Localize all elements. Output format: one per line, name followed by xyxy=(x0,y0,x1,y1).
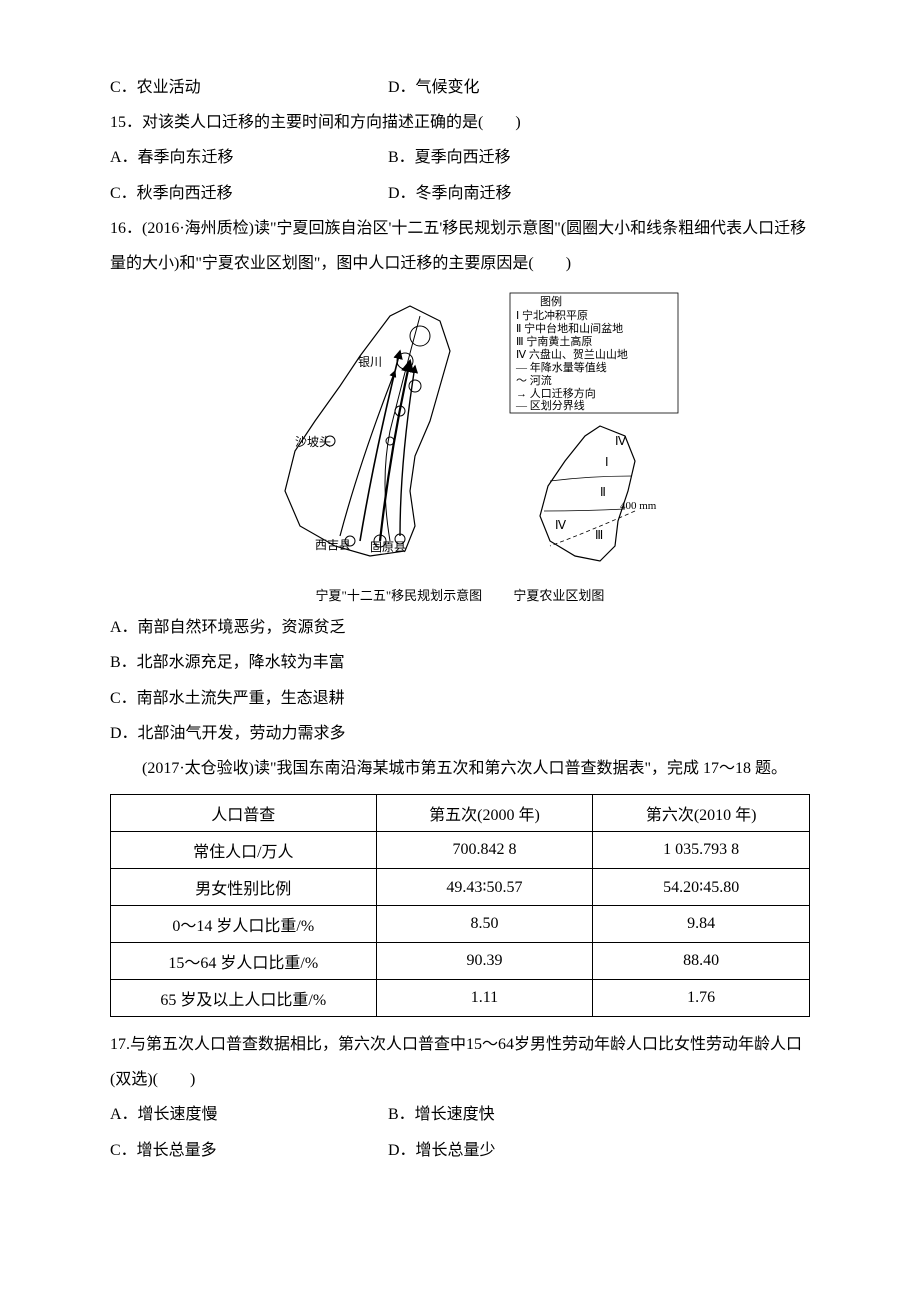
label-yinchuan: 银川 xyxy=(358,355,382,369)
right-map: 400 mm Ⅳ Ⅰ Ⅱ Ⅳ Ⅲ xyxy=(540,426,657,561)
cell: 49.43∶50.57 xyxy=(376,869,593,906)
q15-opt-a: A．春季向东迁移 xyxy=(110,140,388,175)
legend-item-2: Ⅲ 宁南黄土高原 xyxy=(516,334,592,348)
th-1: 第五次(2000 年) xyxy=(376,795,593,832)
page-content: C．农业活动 D．气候变化 15．对该类人口迁移的主要时间和方向描述正确的是( … xyxy=(0,0,920,1228)
legend-item-1: Ⅱ 宁中台地和山间盆地 xyxy=(516,321,623,335)
q15-opt-c: C．秋季向西迁移 xyxy=(110,176,388,211)
q16-opt-b: B．北部水源充足，降水较为丰富 xyxy=(110,645,810,680)
q14-opt-d: D．气候变化 xyxy=(388,70,810,105)
label-r5: Ⅲ xyxy=(595,528,603,542)
table-row: 65 岁及以上人口比重/% 1.11 1.76 xyxy=(111,980,810,1017)
q17-opt-c: C．增长总量多 xyxy=(110,1133,388,1168)
q17-opt-d: D．增长总量少 xyxy=(388,1133,810,1168)
q17-opt-b: B．增长速度快 xyxy=(388,1097,810,1132)
q16-opt-d: D．北部油气开发，劳动力需求多 xyxy=(110,716,810,751)
cell: 9.84 xyxy=(593,906,810,943)
q15-stem: 15．对该类人口迁移的主要时间和方向描述正确的是( ) xyxy=(110,105,810,140)
q16-opt-a: A．南部自然环境恶劣，资源贫乏 xyxy=(110,610,810,645)
q16-figure: 图例 Ⅰ 宁北冲积平原 Ⅱ 宁中台地和山间盆地 Ⅲ 宁南黄土高原 Ⅳ 六盘山、贺… xyxy=(110,291,810,604)
cell: 15～64 岁人口比重/% xyxy=(111,943,377,980)
cell: 1.11 xyxy=(376,980,593,1017)
legend-item-5: ～ 河流 xyxy=(516,373,552,387)
q17-stem: 17.与第五次人口普查数据相比，第六次人口普查中15～64岁男性劳动年龄人口比女… xyxy=(110,1027,810,1097)
left-map: 银川 沙坡头 西吉县 固原县 xyxy=(285,306,450,556)
cell: 男女性别比例 xyxy=(111,869,377,906)
q15-opt-b: B．夏季向西迁移 xyxy=(388,140,810,175)
cell: 8.50 xyxy=(376,906,593,943)
table-row: 0～14 岁人口比重/% 8.50 9.84 xyxy=(111,906,810,943)
table-header-row: 人口普查 第五次(2000 年) 第六次(2010 年) xyxy=(111,795,810,832)
legend-item-3: Ⅳ 六盘山、贺兰山山地 xyxy=(516,347,628,361)
table-row: 男女性别比例 49.43∶50.57 54.20∶45.80 xyxy=(111,869,810,906)
census-table: 人口普查 第五次(2000 年) 第六次(2010 年) 常住人口/万人 700… xyxy=(110,794,810,1017)
intro-1718: (2017·太仓验收)读"我国东南沿海某城市第五次和第六次人口普查数据表"，完成… xyxy=(110,751,810,786)
cell: 54.20∶45.80 xyxy=(593,869,810,906)
label-r3: Ⅱ xyxy=(600,485,606,499)
q14-options-row: C．农业活动 D．气候变化 xyxy=(110,70,810,105)
caption-right: 宁夏农业区划图 xyxy=(513,588,604,603)
q15-options-row-1: A．春季向东迁移 B．夏季向西迁移 xyxy=(110,140,810,175)
cell: 常住人口/万人 xyxy=(111,832,377,869)
table-row: 常住人口/万人 700.842 8 1 035.793 8 xyxy=(111,832,810,869)
label-guyuan: 固原县 xyxy=(370,540,406,554)
caption-left: 宁夏"十二五"移民规划示意图 xyxy=(316,585,483,604)
q17-opt-a: A．增长速度慢 xyxy=(110,1097,388,1132)
q15-opt-d: D．冬季向南迁移 xyxy=(388,176,810,211)
label-r2: Ⅰ xyxy=(605,455,609,469)
cell: 90.39 xyxy=(376,943,593,980)
cell: 1 035.793 8 xyxy=(593,832,810,869)
q15-options-row-2: C．秋季向西迁移 D．冬季向南迁移 xyxy=(110,176,810,211)
legend-group: 图例 Ⅰ 宁北冲积平原 Ⅱ 宁中台地和山间盆地 Ⅲ 宁南黄土高原 Ⅳ 六盘山、贺… xyxy=(510,293,678,413)
q16-opt-c: C．南部水土流失严重，生态退耕 xyxy=(110,681,810,716)
label-shapotou: 沙坡头 xyxy=(295,435,331,449)
q17-options-row-2: C．增长总量多 D．增长总量少 xyxy=(110,1133,810,1168)
cell: 700.842 8 xyxy=(376,832,593,869)
th-0: 人口普查 xyxy=(111,795,377,832)
cell: 65 岁及以上人口比重/% xyxy=(111,980,377,1017)
label-xiji: 西吉县 xyxy=(315,538,351,552)
cell: 0～14 岁人口比重/% xyxy=(111,906,377,943)
q17-options-row-1: A．增长速度慢 B．增长速度快 xyxy=(110,1097,810,1132)
table-row: 15～64 岁人口比重/% 90.39 88.40 xyxy=(111,943,810,980)
q16-stem: 16．(2016·海州质检)读"宁夏回族自治区'十二五'移民规划示意图"(圆圈大… xyxy=(110,211,810,281)
legend-item-0: Ⅰ 宁北冲积平原 xyxy=(516,308,588,322)
cell: 88.40 xyxy=(593,943,810,980)
th-2: 第六次(2010 年) xyxy=(593,795,810,832)
label-400mm: 400 mm xyxy=(620,500,657,512)
cell: 1.76 xyxy=(593,980,810,1017)
q14-opt-c: C．农业活动 xyxy=(110,70,388,105)
label-r1: Ⅳ xyxy=(615,434,626,448)
figure-caption: 宁夏"十二五"移民规划示意图 宁夏农业区划图 xyxy=(110,585,810,604)
ningxia-maps-svg: 图例 Ⅰ 宁北冲积平原 Ⅱ 宁中台地和山间盆地 Ⅲ 宁南黄土高原 Ⅳ 六盘山、贺… xyxy=(240,291,680,581)
legend-item-4: — 年降水量等值线 xyxy=(515,360,607,374)
legend-item-7: — 区划分界线 xyxy=(515,398,585,412)
legend-item-6: → 人口迁移方向 xyxy=(516,386,596,400)
label-r4: Ⅳ xyxy=(555,518,566,532)
legend-title: 图例 xyxy=(540,294,562,308)
